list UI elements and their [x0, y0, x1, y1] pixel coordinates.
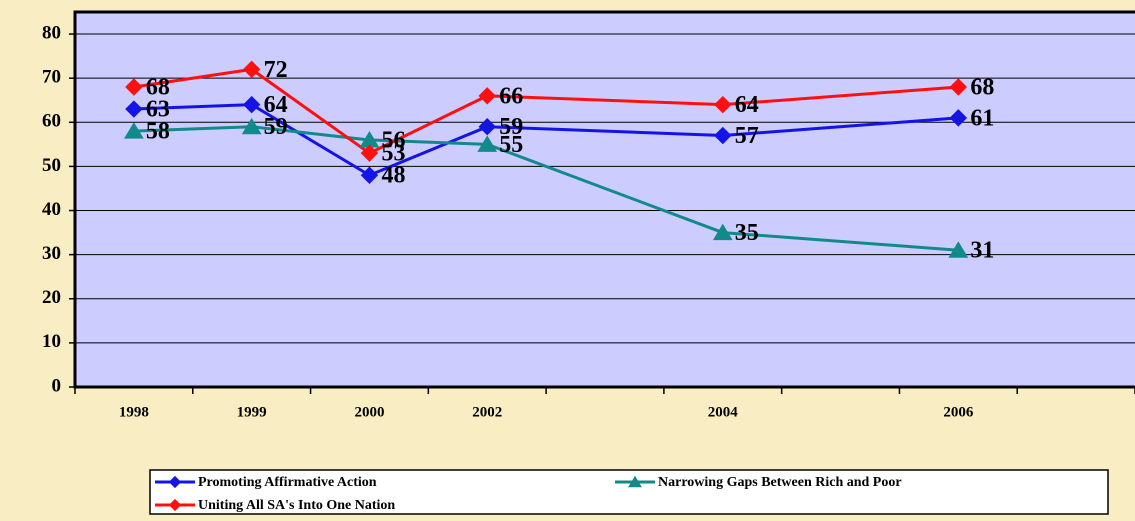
data-label: 35 — [735, 220, 759, 246]
marker — [949, 78, 968, 96]
plot-area — [73, 10, 1135, 389]
marker — [124, 122, 144, 139]
x-tick-label: 2004 — [708, 404, 739, 420]
legend-label: Uniting All SA's Into One Nation — [198, 498, 395, 513]
data-label: 63 — [146, 97, 170, 123]
marker — [478, 87, 496, 105]
data-label: 68 — [146, 75, 170, 101]
marker — [125, 100, 143, 118]
x-tick-label: 1998 — [119, 404, 149, 420]
y-tick-label: 0 — [52, 375, 62, 396]
series-line — [133, 125, 959, 252]
data-label: 31 — [970, 238, 994, 264]
y-tick-label: 50 — [42, 155, 61, 176]
data-label: 68 — [970, 75, 994, 101]
x-tick-label: 1999 — [237, 404, 267, 420]
y-tick-label: 10 — [42, 331, 61, 352]
y-tick-label: 60 — [42, 111, 61, 132]
series-line — [133, 103, 959, 177]
x-tick-label: 2000 — [354, 404, 384, 420]
x-tick-label: 2006 — [943, 404, 974, 420]
y-tick-label: 20 — [42, 287, 61, 308]
marker — [948, 241, 969, 258]
data-label: 64 — [264, 92, 288, 118]
data-label: 72 — [264, 57, 288, 83]
marker — [714, 126, 732, 145]
marker — [125, 78, 143, 96]
marker — [241, 117, 262, 135]
legend-label: Narrowing Gaps Between Rich and Poor — [658, 475, 902, 490]
marker — [712, 223, 733, 241]
marker — [242, 95, 261, 114]
marker — [168, 498, 182, 512]
data-label: 66 — [499, 83, 523, 109]
data-label: 57 — [735, 123, 759, 149]
marker — [714, 95, 732, 114]
y-tick-label: 30 — [42, 243, 61, 264]
data-label: 53 — [381, 141, 405, 167]
data-label: 59 — [499, 114, 523, 140]
marker — [478, 117, 496, 136]
x-tick-label: 2002 — [472, 404, 502, 420]
series-line — [133, 67, 959, 155]
marker — [477, 135, 498, 152]
legend — [149, 469, 1109, 515]
y-tick-label: 40 — [42, 199, 61, 220]
data-label: 48 — [381, 163, 405, 189]
marker — [628, 475, 642, 488]
marker — [242, 60, 261, 79]
marker — [360, 166, 379, 184]
y-tick-label: 80 — [42, 22, 61, 43]
data-label: 58 — [146, 119, 170, 145]
data-label: 55 — [499, 132, 523, 158]
legend-label: Promoting Affirmative Action — [198, 475, 377, 490]
marker — [360, 144, 379, 162]
marker — [168, 475, 182, 489]
data-label: 56 — [381, 127, 405, 153]
data-label: 64 — [735, 92, 759, 118]
data-label: 61 — [970, 105, 994, 131]
data-label: 59 — [264, 114, 288, 140]
y-tick-label: 70 — [42, 67, 61, 88]
marker — [949, 109, 968, 127]
